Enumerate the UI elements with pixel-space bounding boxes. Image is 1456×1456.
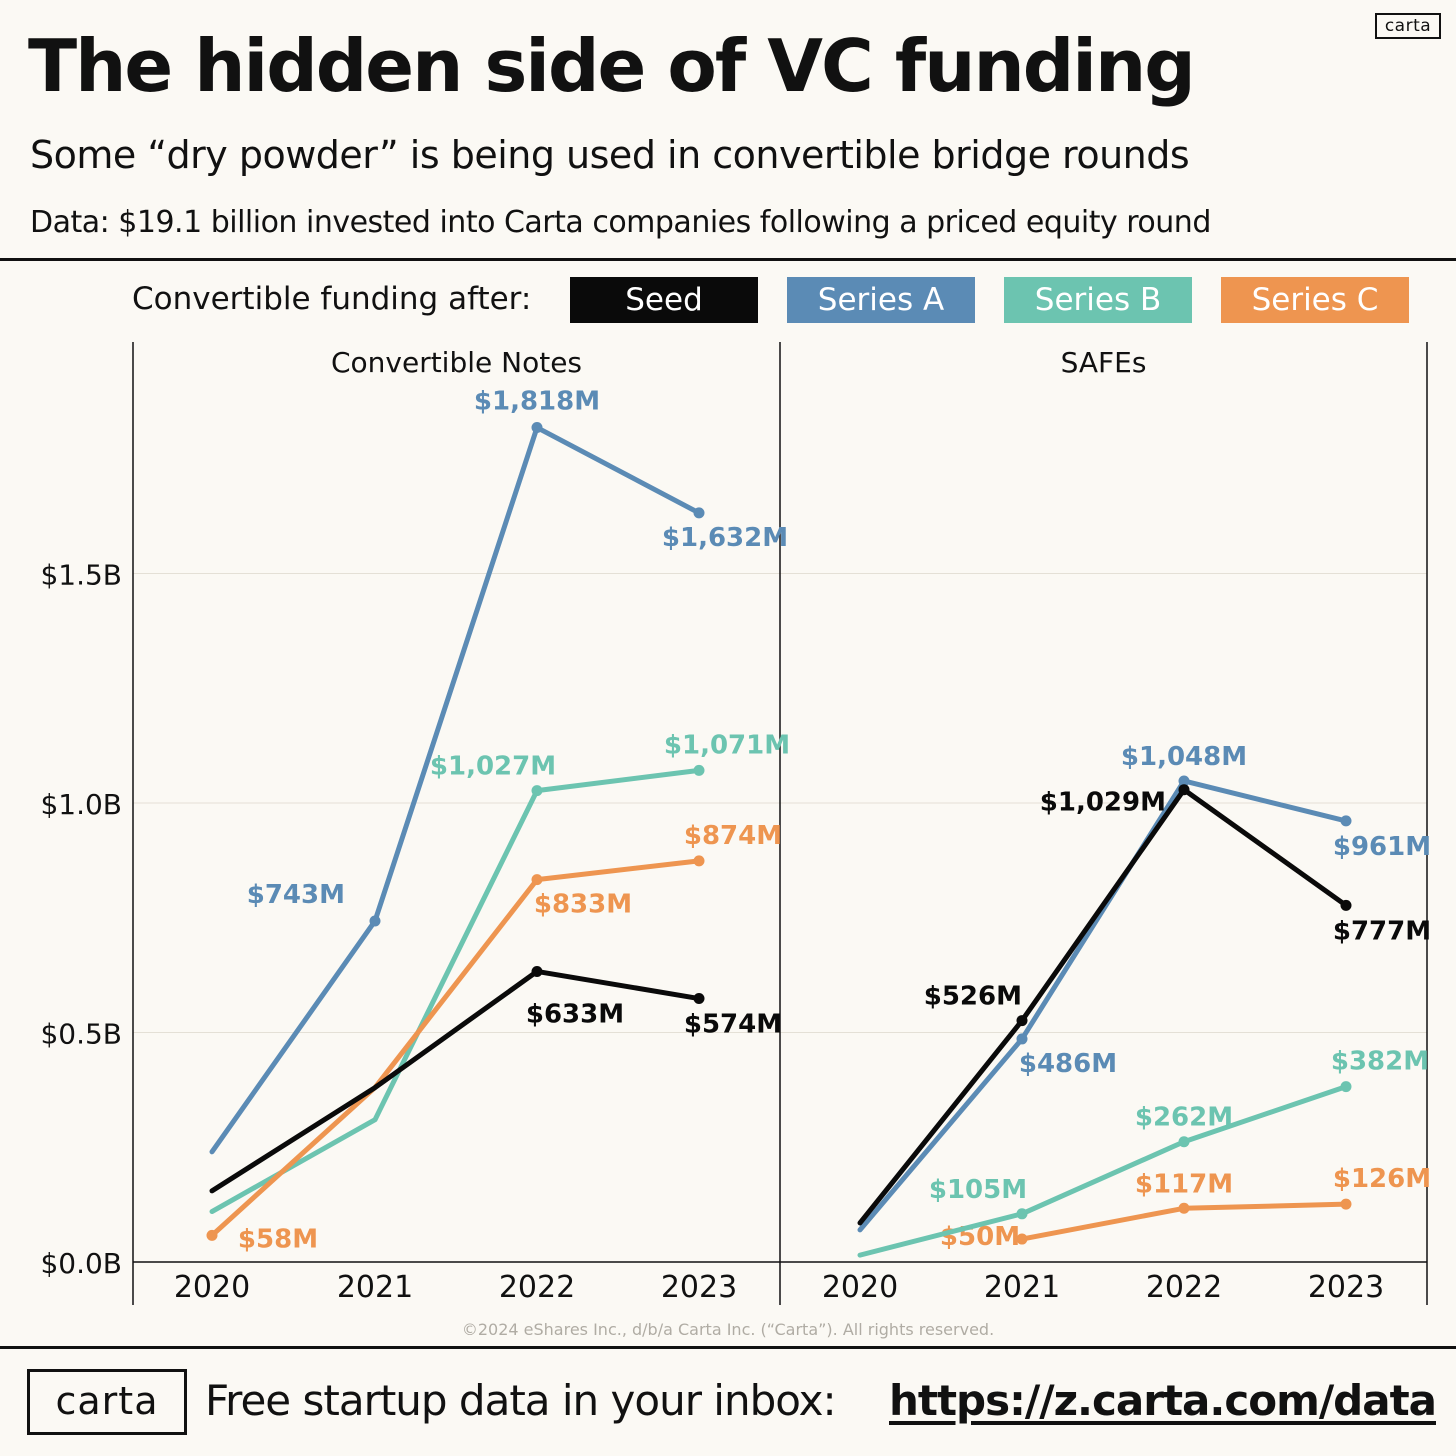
data-label-series-c: $833M [534, 890, 632, 920]
footer-link[interactable]: https://z.carta.com/data [889, 1376, 1437, 1425]
data-point-series-c [206, 1229, 218, 1241]
data-label-series-b: $1,027M [430, 752, 556, 782]
data-label-seed: $777M [1333, 916, 1431, 946]
legend-item-series-a: Series A [787, 277, 975, 323]
data-label-series-a: $1,818M [474, 387, 600, 417]
data-label-series-a: $1,632M [662, 523, 788, 553]
copyright-note: ©2024 eShares Inc., d/b/a Carta Inc. (“C… [461, 1320, 995, 1339]
y-tick-label: $0.0B [40, 1247, 122, 1280]
data-point-series-a [1178, 775, 1190, 787]
data-label-series-c: $126M [1333, 1164, 1431, 1194]
data-point-series-c [1340, 1198, 1352, 1210]
series-line-seed [209, 968, 702, 1194]
series-line-series-a [857, 778, 1349, 1233]
data-point-seed [1178, 784, 1190, 796]
legend-item-series-b: Series B [1004, 277, 1192, 323]
data-point-series-a [531, 422, 543, 434]
data-label-seed: $1,029M [1040, 788, 1166, 818]
panel-title-notes: Convertible Notes [331, 346, 582, 379]
data-point-series-a [1340, 815, 1352, 827]
x-tick-label: 2023 [1308, 1270, 1384, 1305]
footer-divider [0, 1346, 1456, 1349]
data-label-series-b: $1,071M [664, 730, 790, 760]
data-label-series-c: $874M [684, 821, 782, 851]
data-label-series-b: $382M [1331, 1047, 1429, 1077]
data-point-series-a [369, 915, 381, 927]
brand-tag-logo: carta [1375, 13, 1441, 39]
x-tick-label: 2020 [822, 1270, 898, 1305]
data-label-series-b: $105M [929, 1175, 1027, 1205]
legend-item-seed: Seed [570, 277, 758, 323]
data-point-series-b [531, 785, 543, 797]
line-chart: $0.0B $0.5B $1.0B $1.5B Convertible Notes 202… [40, 342, 1431, 1305]
data-note: Data: $19.1 billion invested into Carta … [30, 205, 1211, 240]
data-point-seed [1340, 899, 1352, 911]
series-line-series-b [857, 1084, 1349, 1258]
data-label-series-a: $961M [1333, 832, 1431, 862]
series-line-series-c [209, 858, 702, 1238]
data-label-series-c: $117M [1135, 1169, 1233, 1199]
data-label-series-b: $262M [1135, 1103, 1233, 1133]
series-line-seed [857, 787, 1349, 1226]
x-tick-label: 2021 [337, 1270, 413, 1305]
data-label-seed: $574M [684, 1010, 782, 1040]
data-label-seed: $526M [924, 982, 1022, 1012]
series-line-series-a [209, 425, 702, 1155]
data-label-seed: $633M [526, 999, 624, 1029]
x-tick-label: 2020 [174, 1270, 250, 1305]
data-point-series-b [1016, 1208, 1028, 1220]
series-line-series-b [209, 767, 702, 1215]
footer-text: Free startup data in your inbox: [205, 1376, 837, 1425]
data-label-series-a: $1,048M [1121, 742, 1247, 772]
data-point-series-c [693, 855, 705, 867]
x-tick-label: 2021 [984, 1270, 1060, 1305]
y-tick-label: $0.5B [40, 1018, 122, 1051]
x-tick-label: 2023 [661, 1270, 737, 1305]
data-point-seed [693, 993, 705, 1005]
data-label-series-a: $743M [247, 880, 345, 910]
header-divider [0, 258, 1456, 261]
panel-title-safes: SAFEs [1061, 346, 1147, 379]
data-point-series-b [1340, 1081, 1352, 1093]
data-point-series-b [693, 764, 705, 776]
data-label-series-c: $58M [238, 1224, 318, 1254]
data-point-series-a [693, 507, 705, 519]
x-tick-label: 2022 [499, 1270, 575, 1305]
data-point-series-c [531, 874, 543, 886]
data-point-seed [531, 965, 543, 977]
legend-label: Convertible funding after: [132, 281, 532, 317]
page-title: The hidden side of VC funding [28, 24, 1196, 108]
footer-logo: carta [27, 1369, 187, 1435]
x-tick-label: 2022 [1146, 1270, 1222, 1305]
data-point-series-c [1016, 1233, 1028, 1245]
data-point-series-b [1178, 1136, 1190, 1148]
data-point-series-a [1016, 1033, 1028, 1045]
data-label-series-a: $486M [1019, 1049, 1117, 1079]
page-subtitle: Some “dry powder” is being used in conve… [30, 133, 1190, 177]
data-point-seed [1016, 1015, 1028, 1027]
y-tick-label: $1.5B [40, 559, 122, 592]
data-point-series-c [1178, 1202, 1190, 1214]
legend-item-series-c: Series C [1221, 277, 1409, 323]
y-tick-label: $1.0B [40, 788, 122, 821]
